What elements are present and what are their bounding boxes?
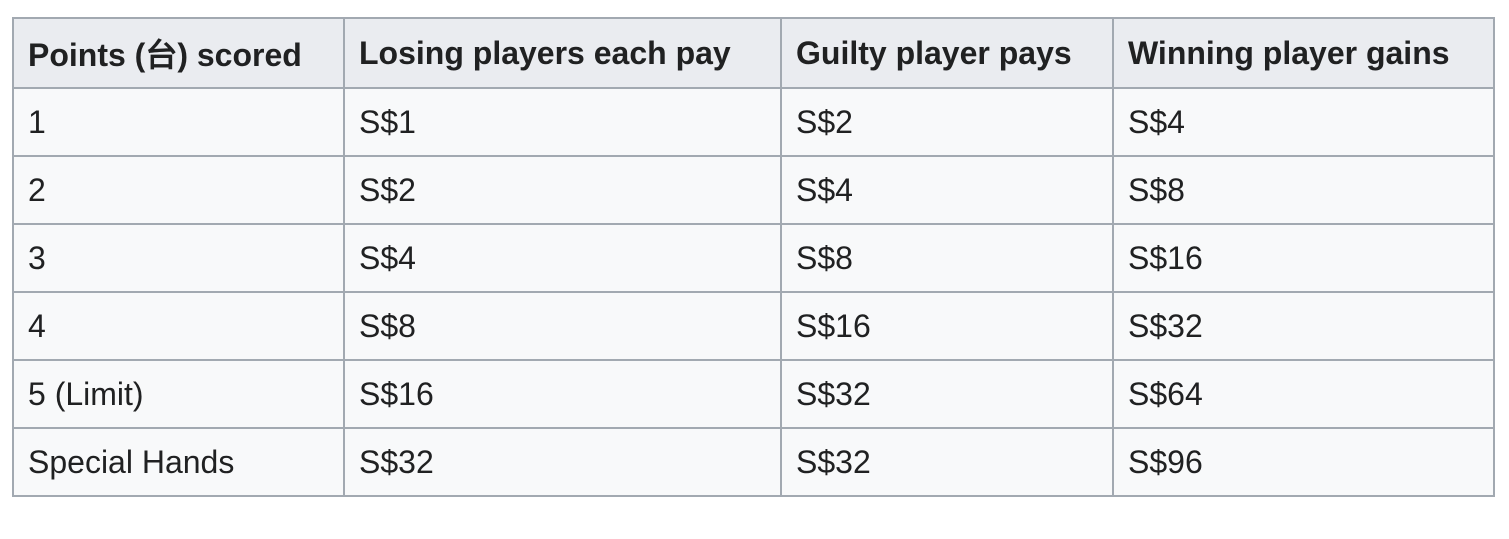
cell-points: 4 — [12, 291, 345, 361]
cell-losing-pay: S$1 — [343, 87, 782, 157]
table-row: 2 S$2 S$4 S$8 — [12, 155, 1495, 225]
cell-losing-pay: S$8 — [343, 291, 782, 361]
table-row: Special Hands S$32 S$32 S$96 — [12, 427, 1495, 497]
cell-points: 5 (Limit) — [12, 359, 345, 429]
cell-winner-gain: S$96 — [1112, 427, 1495, 497]
header-losing-players-each-pay: Losing players each pay — [343, 17, 782, 89]
header-winning-player-gains: Winning player gains — [1112, 17, 1495, 89]
payout-table-container: Points (台) scored Losing players each pa… — [12, 17, 1495, 497]
payout-table: Points (台) scored Losing players each pa… — [12, 17, 1495, 497]
table-header-row: Points (台) scored Losing players each pa… — [12, 17, 1495, 89]
header-guilty-player-pays: Guilty player pays — [780, 17, 1114, 89]
cell-winner-gain: S$32 — [1112, 291, 1495, 361]
cell-guilty-pay: S$32 — [780, 427, 1114, 497]
cell-winner-gain: S$4 — [1112, 87, 1495, 157]
table-row: 3 S$4 S$8 S$16 — [12, 223, 1495, 293]
cell-winner-gain: S$16 — [1112, 223, 1495, 293]
cell-winner-gain: S$8 — [1112, 155, 1495, 225]
cell-guilty-pay: S$16 — [780, 291, 1114, 361]
cell-guilty-pay: S$8 — [780, 223, 1114, 293]
cell-points: 2 — [12, 155, 345, 225]
header-points-scored: Points (台) scored — [12, 17, 345, 89]
table-row: 5 (Limit) S$16 S$32 S$64 — [12, 359, 1495, 429]
table-row: 4 S$8 S$16 S$32 — [12, 291, 1495, 361]
cell-guilty-pay: S$32 — [780, 359, 1114, 429]
cell-losing-pay: S$4 — [343, 223, 782, 293]
cell-guilty-pay: S$4 — [780, 155, 1114, 225]
cell-losing-pay: S$16 — [343, 359, 782, 429]
cell-losing-pay: S$32 — [343, 427, 782, 497]
cell-points: 1 — [12, 87, 345, 157]
cell-guilty-pay: S$2 — [780, 87, 1114, 157]
cell-winner-gain: S$64 — [1112, 359, 1495, 429]
table-row: 1 S$1 S$2 S$4 — [12, 87, 1495, 157]
cell-points: 3 — [12, 223, 345, 293]
cell-points: Special Hands — [12, 427, 345, 497]
cell-losing-pay: S$2 — [343, 155, 782, 225]
